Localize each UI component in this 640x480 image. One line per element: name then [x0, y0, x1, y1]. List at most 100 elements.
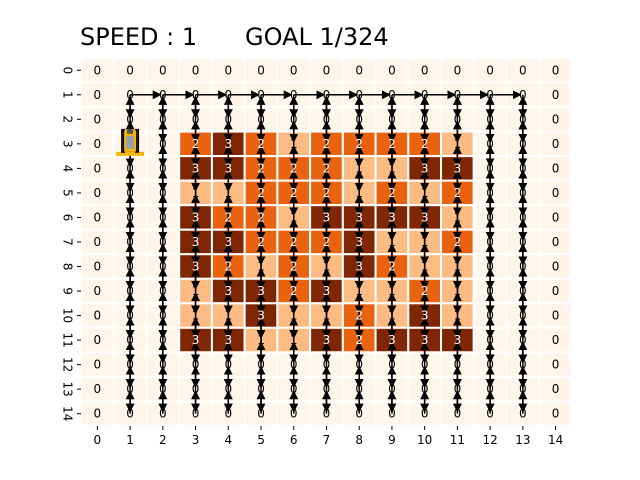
- cell-value: 0: [290, 63, 298, 77]
- cell-value: 0: [552, 186, 560, 200]
- cell-value: 0: [126, 260, 134, 274]
- y-tick-label: 2: [61, 116, 75, 124]
- grid-cell: [538, 155, 573, 182]
- cell-value: 0: [552, 284, 560, 298]
- cell-value: 0: [552, 260, 560, 274]
- cell-value: 0: [290, 112, 298, 126]
- cell-value: 2: [290, 161, 298, 175]
- cell-value: 0: [159, 407, 167, 421]
- cell-value: 0: [454, 112, 462, 126]
- grid-cell: [538, 375, 573, 403]
- cell-value: 1: [257, 260, 265, 274]
- cell-value: 1: [454, 309, 462, 323]
- cell-value: 0: [421, 407, 429, 421]
- grid-cell: [538, 351, 573, 378]
- cell-value: 1: [224, 186, 232, 200]
- y-tick-label: 0: [61, 66, 75, 74]
- cell-value: 3: [454, 333, 462, 347]
- x-tick-label: 1: [126, 433, 134, 447]
- grid-cell: [538, 57, 573, 84]
- grid-cell: [374, 57, 410, 84]
- cell-value: 0: [519, 382, 527, 396]
- cell-value: 3: [224, 161, 232, 175]
- cell-value: 0: [421, 63, 429, 77]
- cell-value: 3: [224, 333, 232, 347]
- cell-value: 0: [94, 382, 102, 396]
- cell-value: 0: [519, 63, 527, 77]
- cell-value: 0: [94, 88, 102, 102]
- grid-cell: [505, 57, 541, 84]
- y-tick-label: 9: [61, 287, 75, 295]
- cell-value: 0: [224, 88, 232, 102]
- cell-value: 3: [355, 210, 363, 224]
- cell-value: 0: [388, 382, 396, 396]
- cell-value: 1: [224, 309, 232, 323]
- grid-cell: [538, 253, 573, 280]
- cell-value: 0: [355, 407, 363, 421]
- cell-value: 0: [454, 63, 462, 77]
- cell-value: 1: [355, 161, 363, 175]
- x-tick-label: 5: [257, 433, 265, 447]
- robot-vehicle-icon: [116, 128, 145, 156]
- grid-cell: [538, 326, 573, 354]
- cell-value: 3: [388, 333, 396, 347]
- cell-value: 0: [224, 63, 232, 77]
- cell-value: 0: [257, 358, 265, 372]
- cell-value: 2: [421, 137, 429, 151]
- cell-value: 0: [94, 235, 102, 249]
- cell-value: 3: [421, 161, 429, 175]
- cell-value: 0: [94, 358, 102, 372]
- cell-value: 0: [519, 186, 527, 200]
- cell-value: 0: [355, 112, 363, 126]
- cell-value: 0: [519, 309, 527, 323]
- y-tick-label: 8: [61, 263, 75, 271]
- cell-value: 0: [421, 358, 429, 372]
- cell-value: 1: [192, 186, 200, 200]
- cell-value: 0: [355, 382, 363, 396]
- cell-value: 2: [388, 186, 396, 200]
- cell-value: 0: [224, 407, 232, 421]
- cell-value: 0: [552, 112, 560, 126]
- grid-cell: [80, 400, 115, 427]
- cell-value: 3: [192, 235, 200, 249]
- y-tick-label: 10: [61, 308, 75, 323]
- cell-value: 3: [224, 235, 232, 249]
- cell-value: 0: [94, 260, 102, 274]
- cell-value: 0: [126, 88, 134, 102]
- cell-value: 0: [454, 88, 462, 102]
- cell-value: 0: [290, 88, 298, 102]
- grid-cell: [440, 57, 475, 84]
- y-tick-label: 11: [61, 332, 75, 347]
- cell-value: 0: [323, 382, 331, 396]
- cell-value: 0: [290, 358, 298, 372]
- cell-value: 0: [257, 407, 265, 421]
- cell-value: 0: [421, 112, 429, 126]
- cell-value: 3: [323, 284, 331, 298]
- cell-value: 0: [388, 407, 396, 421]
- cell-value: 0: [323, 88, 331, 102]
- cell-value: 0: [552, 333, 560, 347]
- cell-value: 0: [552, 382, 560, 396]
- cell-value: 0: [421, 88, 429, 102]
- cell-value: 0: [159, 333, 167, 347]
- path-arrows: [125, 90, 528, 414]
- y-tick-label: 1: [61, 91, 75, 99]
- cell-value: 2: [224, 260, 232, 274]
- cell-value: 1: [290, 137, 298, 151]
- cell-value: 0: [126, 358, 134, 372]
- cell-value: 0: [224, 382, 232, 396]
- cell-value: 0: [486, 161, 494, 175]
- cell-value: 0: [126, 63, 134, 77]
- robot-light: [127, 129, 134, 134]
- cell-value: 1: [454, 210, 462, 224]
- cell-value: 0: [126, 382, 134, 396]
- cell-value: 0: [486, 137, 494, 151]
- cell-value: 1: [388, 235, 396, 249]
- cell-value: 3: [421, 309, 429, 323]
- cell-value: 0: [94, 309, 102, 323]
- cell-value: 0: [192, 88, 200, 102]
- cell-value: 0: [552, 235, 560, 249]
- robot-track-right: [135, 128, 140, 153]
- cell-value: 0: [94, 407, 102, 421]
